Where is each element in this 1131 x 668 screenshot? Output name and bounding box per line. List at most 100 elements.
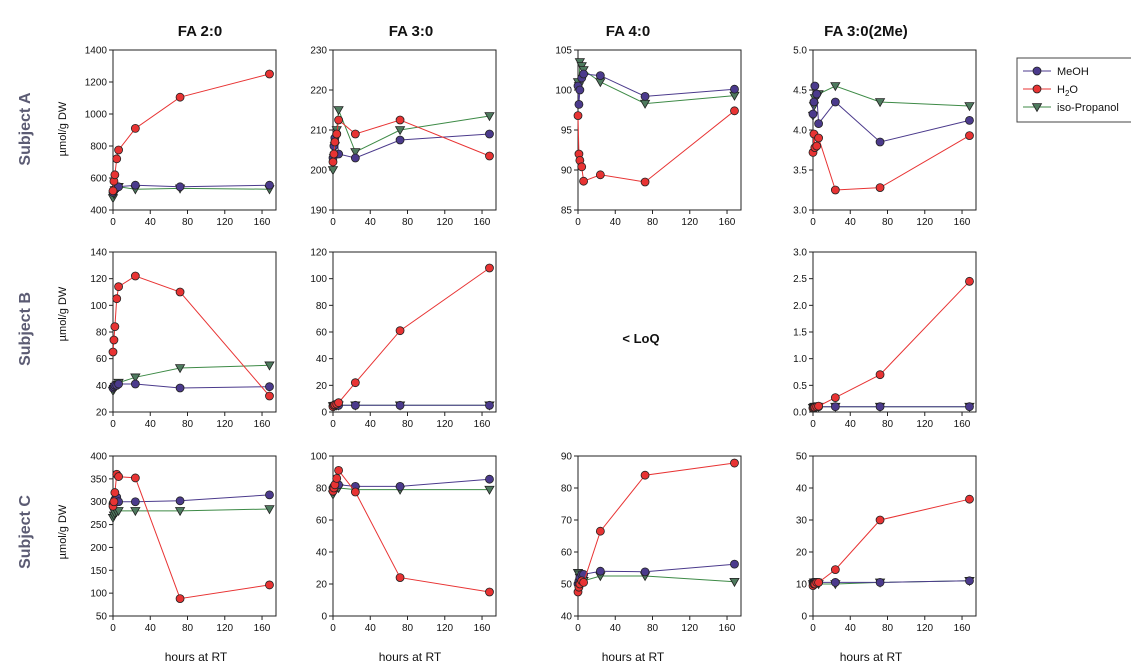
x-tick-label: 120: [216, 623, 233, 634]
plot-frame: [812, 251, 977, 413]
data-point-h2o: [175, 594, 185, 604]
x-tick-label: 80: [882, 217, 894, 228]
y-tick-label: 1.0: [793, 354, 807, 365]
y-tick-label: 40: [561, 612, 573, 623]
data-point-h2o: [814, 133, 823, 143]
y-tick-label: 300: [90, 497, 107, 508]
data-point-h2o: [812, 141, 822, 151]
series-h2o: [808, 494, 974, 590]
y-tick-label: 200: [310, 166, 327, 177]
x-tick-label: 40: [145, 623, 157, 634]
x-tick-label: 80: [647, 623, 659, 634]
data-point-iso-propanol: [830, 82, 841, 92]
x-tick-label: 40: [145, 419, 157, 430]
data-point-h2o: [112, 154, 122, 164]
column-title-fa3-0-2me: FA 3:0(2Me): [824, 23, 908, 40]
data-point-h2o: [830, 565, 840, 574]
y-tick-label: 100: [90, 589, 107, 600]
y-tick-label: 85: [561, 206, 573, 217]
data-point-meoh: [830, 97, 840, 107]
y-tick-label: 4.0: [793, 126, 807, 137]
plot-frame: [112, 49, 277, 211]
data-point-h2o: [579, 578, 588, 587]
data-point-h2o: [395, 115, 405, 125]
data-point-meoh: [830, 578, 840, 587]
x-tick-label: 120: [436, 623, 453, 634]
x-tick-label: 160: [719, 217, 736, 228]
x-tick-label: 0: [330, 419, 336, 430]
series-line-h2o: [812, 280, 970, 409]
series-h2o: [328, 115, 494, 167]
series-h2o: [573, 458, 739, 597]
panel-b-fa2-0: 20 40 60 80 100 120 140 0 40 80 120 160: [90, 248, 277, 430]
x-tick-label: 120: [916, 217, 933, 228]
data-point-h2o: [332, 129, 342, 139]
series-iso-propanol: [107, 505, 275, 524]
y-tick-label: 20: [316, 381, 328, 392]
data-point-meoh: [485, 474, 494, 484]
y-tick-label: 140: [90, 248, 107, 259]
y-tick-label: 1000: [85, 110, 108, 121]
data-point-h2o: [485, 587, 494, 597]
data-point-h2o: [334, 115, 343, 125]
data-point-meoh: [265, 180, 274, 190]
x-tick-label: 160: [254, 623, 271, 634]
data-point-meoh: [395, 400, 405, 410]
y-tick-label: 1.5: [793, 328, 807, 339]
data-point-h2o: [830, 393, 840, 403]
x-tick-label: 0: [110, 623, 116, 634]
y-tick-label: 120: [90, 274, 107, 285]
x-tick-label: 160: [719, 623, 736, 634]
data-point-h2o: [814, 578, 823, 587]
y-tick-label: 40: [316, 354, 328, 365]
x-tick-label: 0: [330, 217, 336, 228]
x-tick-label: 0: [810, 623, 816, 634]
row-title-subject-a: Subject A: [17, 92, 34, 166]
x-tick-label: 120: [916, 419, 933, 430]
y-tick-label: 190: [310, 206, 327, 217]
data-point-meoh: [965, 402, 974, 412]
y-tick-label: 0: [801, 612, 807, 623]
data-point-iso-propanol: [729, 577, 740, 588]
y-tick-label: 40: [796, 484, 808, 495]
y-tick-label: 60: [96, 354, 108, 365]
data-point-iso-propanol: [174, 507, 186, 517]
x-tick-label: 0: [110, 419, 116, 430]
y-tick-label: 60: [316, 516, 328, 527]
data-point-meoh: [130, 497, 140, 507]
data-point-meoh: [730, 559, 739, 569]
data-point-h2o: [114, 282, 123, 292]
data-point-h2o: [175, 92, 185, 102]
data-point-meoh: [640, 567, 650, 577]
series-meoh: [808, 81, 974, 147]
panel-a-fa2-0: 400 600 800 1000 1200 1400 0 40 80 120 160: [85, 46, 277, 228]
data-point-meoh: [814, 119, 823, 128]
data-point-meoh: [810, 81, 820, 91]
x-tick-label: 80: [882, 623, 894, 634]
y-tick-label: 100: [310, 452, 327, 463]
x-tick-label: 120: [681, 623, 698, 634]
series-line-meoh: [812, 85, 970, 143]
y-tick-label: 90: [561, 452, 573, 463]
data-point-meoh: [965, 116, 974, 125]
legend-item-meoh: MeOH: [1023, 66, 1089, 78]
data-point-h2o: [965, 494, 974, 504]
data-point-h2o: [640, 470, 650, 480]
series-h2o: [573, 106, 739, 187]
data-point-iso-propanol: [639, 99, 651, 109]
data-point-meoh: [130, 379, 140, 389]
data-point-h2o: [334, 398, 343, 408]
panel-b-fa3-0: 0 20 40 60 80 100 120 0 40 80 120 160: [310, 248, 497, 430]
y-tick-label: 60: [561, 548, 573, 559]
data-point-h2o: [573, 111, 583, 120]
panel-a-fa3-0: 190 200 210 220 230 0 40 80 120 160: [310, 46, 497, 228]
data-point-h2o: [395, 573, 405, 582]
data-point-meoh: [265, 382, 274, 392]
x-tick-label: 160: [954, 419, 971, 430]
legend-label: iso-Propanol: [1057, 102, 1119, 114]
y-tick-label: 150: [90, 566, 107, 577]
x-tick-label: 0: [575, 623, 581, 634]
y-tick-label: 3.0: [793, 248, 807, 259]
